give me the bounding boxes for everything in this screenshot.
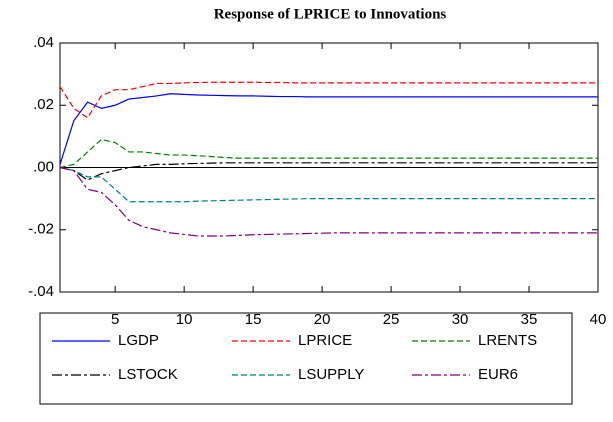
legend-label: LRENTS <box>478 332 537 349</box>
x-tick-label: 30 <box>452 311 469 328</box>
legend-label: LGDP <box>118 332 159 349</box>
y-tick-label: -.04 <box>28 283 54 300</box>
legend-label: LPRICE <box>298 332 352 349</box>
y-tick-label: .04 <box>33 34 54 51</box>
series-line <box>59 162 598 181</box>
legend-box <box>39 312 573 405</box>
legend-label: LSTOCK <box>118 366 178 383</box>
x-tick-label: 25 <box>383 311 400 328</box>
y-tick-label: -.02 <box>28 221 54 238</box>
y-tick-label: .00 <box>33 158 54 175</box>
series-line <box>59 138 598 169</box>
series-line <box>59 81 598 119</box>
x-tick-label: 40 <box>590 311 607 328</box>
series-line <box>59 166 598 237</box>
x-tick-label: 20 <box>314 311 331 328</box>
x-tick-label: 10 <box>176 311 193 328</box>
x-tick-label: 15 <box>245 311 262 328</box>
legend-label: EUR6 <box>478 366 518 383</box>
x-tick-label: 35 <box>521 311 538 328</box>
series-line <box>59 166 598 203</box>
y-tick-label: .02 <box>33 96 54 113</box>
legend-label: LSUPPLY <box>298 366 364 383</box>
series-line <box>59 93 598 165</box>
x-tick-label: 5 <box>111 311 119 328</box>
chart-title: Response of LPRICE to Innovations <box>214 6 447 22</box>
